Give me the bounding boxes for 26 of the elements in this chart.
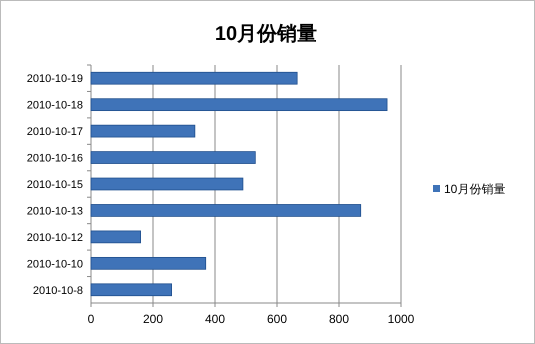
y-tick-label: 2010-10-10 xyxy=(26,258,83,270)
bar xyxy=(90,256,206,270)
bar xyxy=(90,230,141,244)
x-tick-label: 200 xyxy=(142,312,164,326)
bar xyxy=(90,178,244,190)
x-tick-label: 400 xyxy=(204,312,226,326)
legend-label: 10月份销量 xyxy=(444,182,506,196)
y-tick-label: 2010-10-16 xyxy=(26,152,83,165)
bar xyxy=(90,283,172,296)
y-tick-label: 2010-10-17 xyxy=(26,126,83,138)
x-tick-label: 800 xyxy=(328,312,350,326)
y-tick-label: 2010-10-15 xyxy=(26,179,83,191)
x-tick-label: 0 xyxy=(88,312,95,326)
y-tick-label: 2010-10-19 xyxy=(26,73,83,86)
x-tick-label: 1000 xyxy=(388,312,415,326)
x-tick-label: 600 xyxy=(266,312,288,326)
bar xyxy=(90,72,298,85)
chart-title: 10月份销量 xyxy=(214,23,318,45)
bar xyxy=(90,204,362,217)
y-tick-label: 2010-10-12 xyxy=(26,232,83,244)
y-tick-label: 2010-10-18 xyxy=(26,100,83,112)
y-tick-label: 2010-10-13 xyxy=(26,205,83,218)
bar xyxy=(90,151,256,164)
bar xyxy=(90,98,388,112)
bar xyxy=(90,124,196,138)
y-tick-label: 2010-10-8 xyxy=(32,284,83,297)
